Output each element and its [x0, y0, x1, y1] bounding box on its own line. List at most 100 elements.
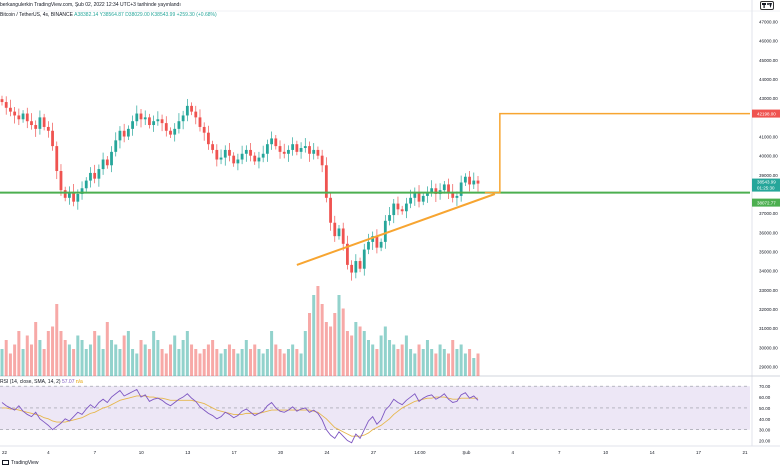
candle-body [261, 153, 265, 158]
volume-bar [156, 340, 160, 376]
volume-bar [425, 340, 429, 376]
candle [152, 115, 156, 132]
volume-bar [459, 344, 463, 376]
volume-bar [447, 353, 451, 376]
rsi-line [1, 388, 479, 444]
volume-bar [257, 349, 261, 376]
candle-body [215, 149, 219, 160]
volume-bar [139, 340, 143, 376]
candle-body [371, 236, 375, 242]
volume-bar [337, 295, 341, 376]
candle-body [265, 144, 269, 154]
candle-body [426, 192, 429, 196]
volume-bar [232, 349, 236, 376]
volume-bar [295, 349, 299, 376]
volume-bar [88, 344, 92, 376]
volume-bar [421, 349, 425, 376]
candle-body [198, 117, 202, 127]
footer: TradingView [2, 458, 39, 468]
candle-body [219, 157, 223, 160]
volume-bar [177, 349, 181, 376]
price-tick: 40000.00 [759, 154, 778, 159]
candle [72, 184, 76, 207]
candle [110, 146, 113, 173]
volume-bar [434, 353, 438, 376]
time-tick: 4 [512, 450, 515, 455]
candle [383, 215, 387, 249]
volume-bar [0, 349, 4, 376]
volume-bar [4, 340, 8, 376]
candle [148, 113, 151, 129]
volume-bar [366, 340, 370, 376]
time-tick: 17 [232, 450, 238, 455]
candle-body [67, 192, 71, 198]
candle [468, 171, 471, 192]
candle-body [333, 222, 337, 237]
candle [459, 175, 463, 202]
candle [13, 107, 17, 124]
price-tick: 44000.00 [759, 77, 778, 82]
candle [139, 108, 143, 128]
candle-body [139, 113, 143, 120]
candle [362, 243, 366, 276]
candle [207, 125, 210, 150]
rsi-ma-line [2, 395, 478, 437]
candle [131, 115, 134, 136]
rsi-tick: 30.00 [759, 428, 771, 433]
candle-body [105, 159, 109, 166]
countdown-label: 01:25:30 [757, 186, 775, 191]
volume-bar [278, 349, 282, 376]
candle-body [110, 151, 113, 166]
candle [118, 126, 122, 149]
volume-bar [164, 353, 168, 376]
volume-bar [362, 331, 366, 376]
candle [185, 98, 189, 122]
candle-body [25, 113, 29, 122]
rsi-legend[interactable]: RSI (14, close, SMA, 14, 2) 57.07 n/a [0, 378, 83, 386]
volume-bar [413, 353, 417, 376]
volume-bar [84, 349, 88, 376]
candle [240, 145, 244, 165]
candle [278, 140, 282, 159]
candle-body [346, 243, 349, 265]
candle-body [190, 105, 193, 112]
symbol-legend[interactable]: Bitcoin / TetherUS, 4s, BINANCE A38382.1… [0, 11, 217, 20]
volume-bar [472, 358, 476, 376]
candle [202, 122, 206, 141]
candle [333, 215, 337, 242]
rsi-label[interactable]: RSI (14, close, SMA, 14, 2) [0, 379, 61, 385]
ascending-trendline [296, 193, 496, 266]
time-tick: 22 [2, 450, 8, 455]
volume-bar [13, 344, 17, 376]
candle [417, 185, 421, 208]
candle [34, 120, 38, 137]
volume-bar [468, 349, 472, 376]
candle-body [455, 195, 459, 198]
candle-body [468, 176, 471, 185]
volume-bar [417, 344, 421, 376]
candle-body [101, 159, 105, 170]
time-tick: 17 [696, 450, 702, 455]
candle-body [194, 111, 198, 118]
volume-bar [219, 353, 223, 376]
volume-bar [320, 304, 324, 376]
candle-body [278, 146, 282, 152]
rsi-tick: 20.00 [759, 439, 771, 444]
candle-body [417, 192, 421, 202]
candle-body [42, 117, 46, 127]
candle-body [463, 176, 467, 183]
candle [270, 131, 273, 150]
candle [21, 110, 25, 123]
candle [371, 231, 375, 250]
candle-body [46, 126, 50, 131]
candle [232, 152, 236, 167]
candle-body [312, 149, 316, 154]
candle [400, 205, 404, 215]
candle-body [72, 192, 76, 202]
candle-body [244, 149, 248, 154]
candle [379, 238, 383, 252]
candle [143, 110, 147, 126]
volume-bar [388, 340, 392, 376]
symbol-name[interactable]: Bitcoin / TetherUS, 4s, BINANCE [0, 12, 73, 18]
